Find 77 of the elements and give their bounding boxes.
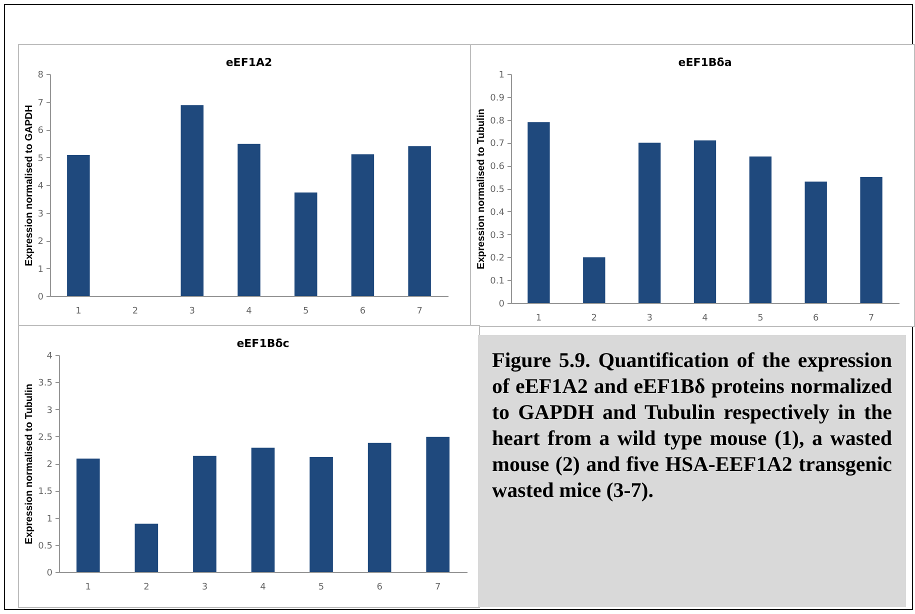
y-tick-label: 5 bbox=[38, 154, 44, 164]
bar bbox=[426, 436, 450, 572]
x-tick-label: 7 bbox=[416, 306, 422, 316]
bar bbox=[860, 177, 882, 303]
y-tick-label: 1 bbox=[498, 70, 504, 80]
bar bbox=[368, 442, 392, 572]
bar bbox=[408, 146, 431, 296]
y-axis-title: Expression normalised to Tubulin bbox=[476, 108, 488, 270]
y-tick-label: 0.5 bbox=[490, 185, 504, 195]
bar bbox=[749, 156, 772, 303]
y-tick-label: 0.4 bbox=[490, 208, 505, 218]
chart-title: eEF1Bδc bbox=[236, 337, 290, 350]
y-tick-label: 0.9 bbox=[490, 93, 505, 104]
bar bbox=[351, 154, 374, 296]
y-tick-label: 0 bbox=[46, 568, 53, 578]
x-tick-label: 5 bbox=[302, 306, 309, 316]
y-tick-label: 0.8 bbox=[490, 116, 505, 126]
y-tick-label: 0.6 bbox=[490, 162, 505, 172]
bar bbox=[67, 155, 90, 296]
y-tick-label: 1 bbox=[46, 514, 52, 524]
x-tick-label: 1 bbox=[76, 306, 82, 316]
chart-title: eEF1A2 bbox=[226, 56, 272, 69]
bar bbox=[193, 456, 216, 572]
y-tick-label: 0.2 bbox=[490, 254, 504, 264]
x-tick-label: 6 bbox=[376, 582, 383, 592]
y-tick-label: 3 bbox=[46, 406, 52, 416]
x-tick-label: 1 bbox=[85, 582, 92, 592]
y-tick-label: 7 bbox=[38, 98, 44, 108]
x-tick-label: 5 bbox=[318, 582, 324, 592]
x-tick-label: 2 bbox=[591, 314, 598, 324]
bar bbox=[528, 122, 550, 303]
y-axis-title: Expression normalised to Tubulin bbox=[24, 384, 36, 544]
y-tick-label: 8 bbox=[38, 70, 44, 80]
x-tick-label: 3 bbox=[646, 314, 652, 324]
x-tick-label: 5 bbox=[758, 314, 764, 324]
bar bbox=[694, 140, 716, 303]
bar bbox=[638, 142, 661, 303]
x-tick-label: 2 bbox=[132, 306, 138, 316]
y-tick-label: 0 bbox=[38, 292, 44, 302]
x-tick-label: 7 bbox=[868, 314, 874, 324]
y-tick-label: 2.5 bbox=[38, 432, 52, 443]
bar bbox=[76, 458, 100, 572]
bar bbox=[294, 192, 318, 296]
x-tick-label: 3 bbox=[189, 306, 196, 316]
y-tick-label: 2 bbox=[38, 237, 44, 247]
caption: Figure 5.9. Quantification of the expression of eEF1A2 and eEF1Bδ proteins normalized to GAPDH and Tubulin respectively in the heart from a wild type mouse (1), a wasted mouse (2) and five HSA-EEF1A2 transgenic wasted mice (3-7). bbox=[492, 347, 892, 503]
y-tick-label: 0.7 bbox=[490, 139, 504, 150]
y-tick-label: 0 bbox=[498, 300, 505, 310]
bar bbox=[180, 105, 204, 296]
y-tick-label: 0.3 bbox=[490, 230, 504, 241]
bar bbox=[238, 144, 260, 296]
y-tick-label: 1 bbox=[38, 264, 44, 275]
y-tick-label: 4 bbox=[46, 352, 53, 362]
x-tick-label: 4 bbox=[246, 306, 252, 316]
y-tick-label: 2 bbox=[46, 460, 52, 470]
y-tick-label: 3 bbox=[38, 209, 44, 220]
bar bbox=[583, 257, 606, 303]
x-tick-label: 6 bbox=[360, 306, 366, 316]
y-tick-label: 6 bbox=[38, 126, 44, 136]
x-tick-label: 1 bbox=[536, 314, 542, 324]
y-tick-label: 3.5 bbox=[38, 378, 52, 389]
y-tick-label: 4 bbox=[38, 182, 44, 192]
y-tick-label: 0.5 bbox=[38, 541, 52, 552]
bar bbox=[804, 182, 827, 303]
x-tick-label: 4 bbox=[702, 314, 708, 324]
x-tick-label: 7 bbox=[434, 582, 441, 592]
bar bbox=[310, 456, 333, 572]
x-tick-label: 3 bbox=[202, 582, 208, 592]
y-tick-label: 1.5 bbox=[38, 487, 52, 498]
bar bbox=[134, 524, 158, 572]
x-tick-label: 2 bbox=[144, 582, 150, 592]
x-tick-label: 6 bbox=[812, 314, 819, 324]
y-tick-label: 0.1 bbox=[490, 276, 504, 287]
y-axis-title: Expression normalised to GAPDH bbox=[24, 104, 35, 266]
bar bbox=[251, 448, 275, 572]
x-tick-label: 4 bbox=[260, 582, 266, 592]
chart-title: eEF1Bδa bbox=[678, 56, 732, 69]
